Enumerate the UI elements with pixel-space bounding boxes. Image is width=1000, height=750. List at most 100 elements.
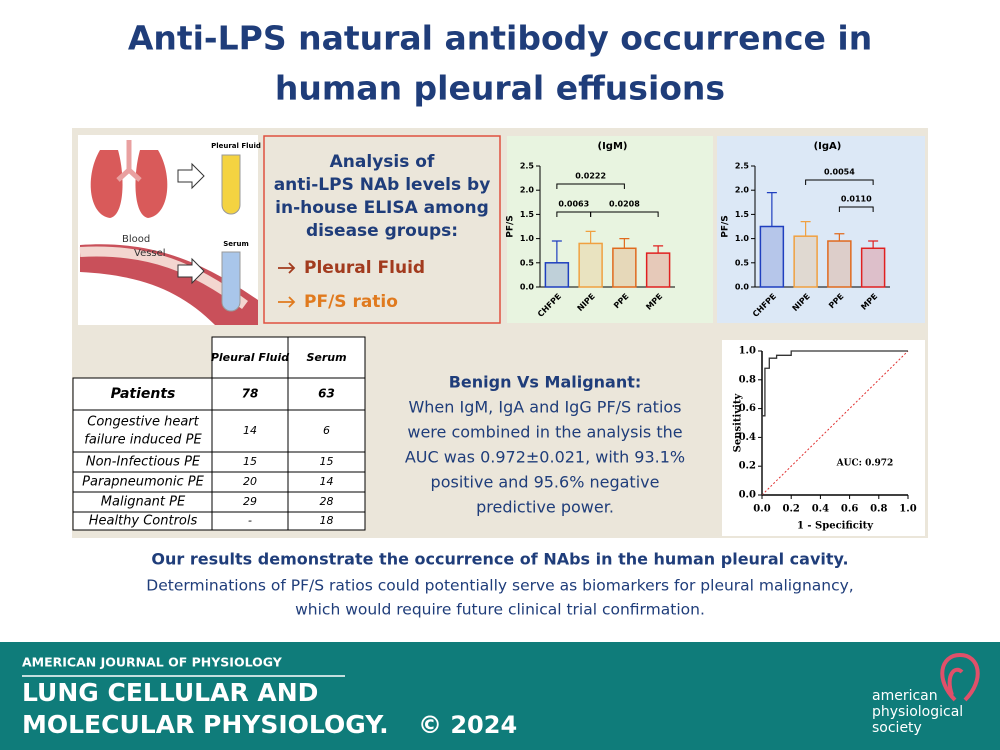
p-value: 0.0054 [824, 168, 855, 177]
row-label: Parapneumonic PE [82, 475, 204, 490]
label: Vessel [134, 248, 166, 259]
row-label: Malignant PE [101, 495, 186, 510]
title: Anti-LPS natural antibody occurrence in [128, 19, 872, 58]
analysis-item: PF/S ratio [304, 292, 398, 312]
y-tick-label: 1.0 [735, 234, 750, 243]
summary-heading: Benign Vs Malignant: [449, 373, 642, 392]
y-tick-label: 0.0 [735, 283, 750, 292]
analysis-heading: in-house ELISA among [275, 198, 489, 218]
table-cell: 18 [320, 514, 334, 527]
table-cell: 14 [243, 424, 257, 437]
society-name: physiological [872, 704, 963, 720]
p-value: 0.0063 [558, 200, 589, 209]
journal-top: AMERICAN JOURNAL OF PHYSIOLOGY [22, 655, 283, 670]
igm-panel [507, 136, 713, 323]
analysis-item: Pleural Fluid [304, 258, 425, 278]
bar [645, 252, 671, 288]
bar [612, 247, 637, 288]
table-cell: 78 [242, 387, 259, 401]
year: © 2024 [418, 711, 517, 739]
y-tick-label: 0.5 [735, 258, 750, 267]
bar [578, 242, 603, 288]
annotation: AUC: 0.972 [836, 459, 894, 469]
society-logo [940, 652, 980, 702]
label: Serum [223, 240, 249, 248]
y-axis-label: PF/S [721, 215, 731, 238]
bar [759, 225, 785, 288]
y-tick-label: 1.5 [735, 210, 750, 219]
y-tick-label: 1.0 [739, 346, 756, 357]
arrow [278, 262, 296, 274]
y-tick-label: 0.4 [739, 432, 756, 443]
significance-bracket [805, 179, 874, 185]
x-tick-label: 0.0 [753, 504, 770, 515]
conclusion-line: which would require future clinical tria… [295, 601, 705, 619]
tube-serum [221, 251, 241, 312]
journal-name: MOLECULAR PHYSIOLOGY. [22, 710, 389, 739]
summary-line: positive and 95.6% negative [431, 473, 660, 492]
arrow [278, 296, 296, 308]
society-name: american [872, 688, 938, 704]
row-label: Patients [111, 386, 176, 402]
x-axis-label: 1 - Specificity [797, 521, 874, 532]
trachea [116, 140, 142, 182]
significance-bracket [590, 211, 659, 217]
row-label: Healthy Controls [89, 514, 198, 529]
chart-title: (IgM) [598, 141, 628, 152]
y-tick-label: 0.5 [520, 258, 535, 267]
error-bar [551, 240, 562, 263]
y-tick-label: 1.0 [520, 234, 535, 243]
y-axis-label: Sensitivity [733, 392, 744, 452]
row-label: Non-Infectious PE [86, 455, 201, 470]
table-cell: 63 [318, 387, 335, 401]
significance-bracket [838, 206, 874, 212]
error-bar [834, 233, 845, 242]
p-value: 0.0208 [609, 200, 640, 209]
y-tick-label: 1.5 [520, 210, 535, 219]
blood-vessel [80, 244, 258, 325]
summary-line: predictive power. [476, 498, 614, 517]
y-tick-label: 0.0 [739, 490, 756, 501]
analysis-heading: disease groups: [306, 221, 458, 241]
x-tick-label: 0.8 [870, 504, 887, 515]
analysis-heading: anti-LPS NAb levels by [274, 175, 491, 195]
roc-panel [722, 340, 925, 536]
p-value: 0.0222 [575, 172, 606, 181]
summary-line: were combined in the analysis the [407, 423, 682, 442]
bar [544, 262, 570, 288]
table-header: Serum [306, 351, 346, 364]
summary-line: When IgM, IgA and IgG PF/S ratios [408, 398, 681, 417]
label: Pleural Fluid [211, 142, 261, 150]
summary-line: AUC was 0.972±0.021, with 93.1% [405, 448, 685, 467]
lung-right [135, 150, 168, 218]
y-tick-label: 2.0 [735, 186, 750, 195]
x-tick-label: 0.2 [782, 504, 799, 515]
y-tick-label: 0.6 [739, 403, 756, 414]
table-cell: 20 [243, 475, 257, 488]
footer [0, 642, 1000, 750]
arrow-icon [177, 257, 205, 285]
error-bar [653, 245, 664, 254]
label: Blood [122, 234, 150, 245]
y-tick-label: 0.2 [739, 461, 756, 472]
table-cell: 14 [320, 475, 334, 488]
iga-panel [717, 136, 925, 323]
bar [860, 247, 886, 288]
bar [827, 240, 852, 288]
table-cell: 28 [320, 495, 334, 508]
table-body [72, 377, 366, 531]
x-tick-label: 0.4 [812, 504, 829, 515]
error-bar [585, 230, 596, 244]
conclusion-bold: Our results demonstrate the occurrence o… [151, 550, 848, 569]
tube-pleural [221, 154, 241, 215]
error-bar [868, 240, 879, 249]
title: human pleural effusions [275, 69, 725, 108]
analysis-box [263, 135, 501, 324]
analysis-heading: Analysis of [330, 152, 435, 172]
row-label: Congestive heart [87, 415, 199, 430]
p-value: 0.0110 [841, 195, 872, 204]
table-cell: - [248, 514, 252, 527]
journal-name: LUNG CELLULAR AND [22, 678, 318, 707]
